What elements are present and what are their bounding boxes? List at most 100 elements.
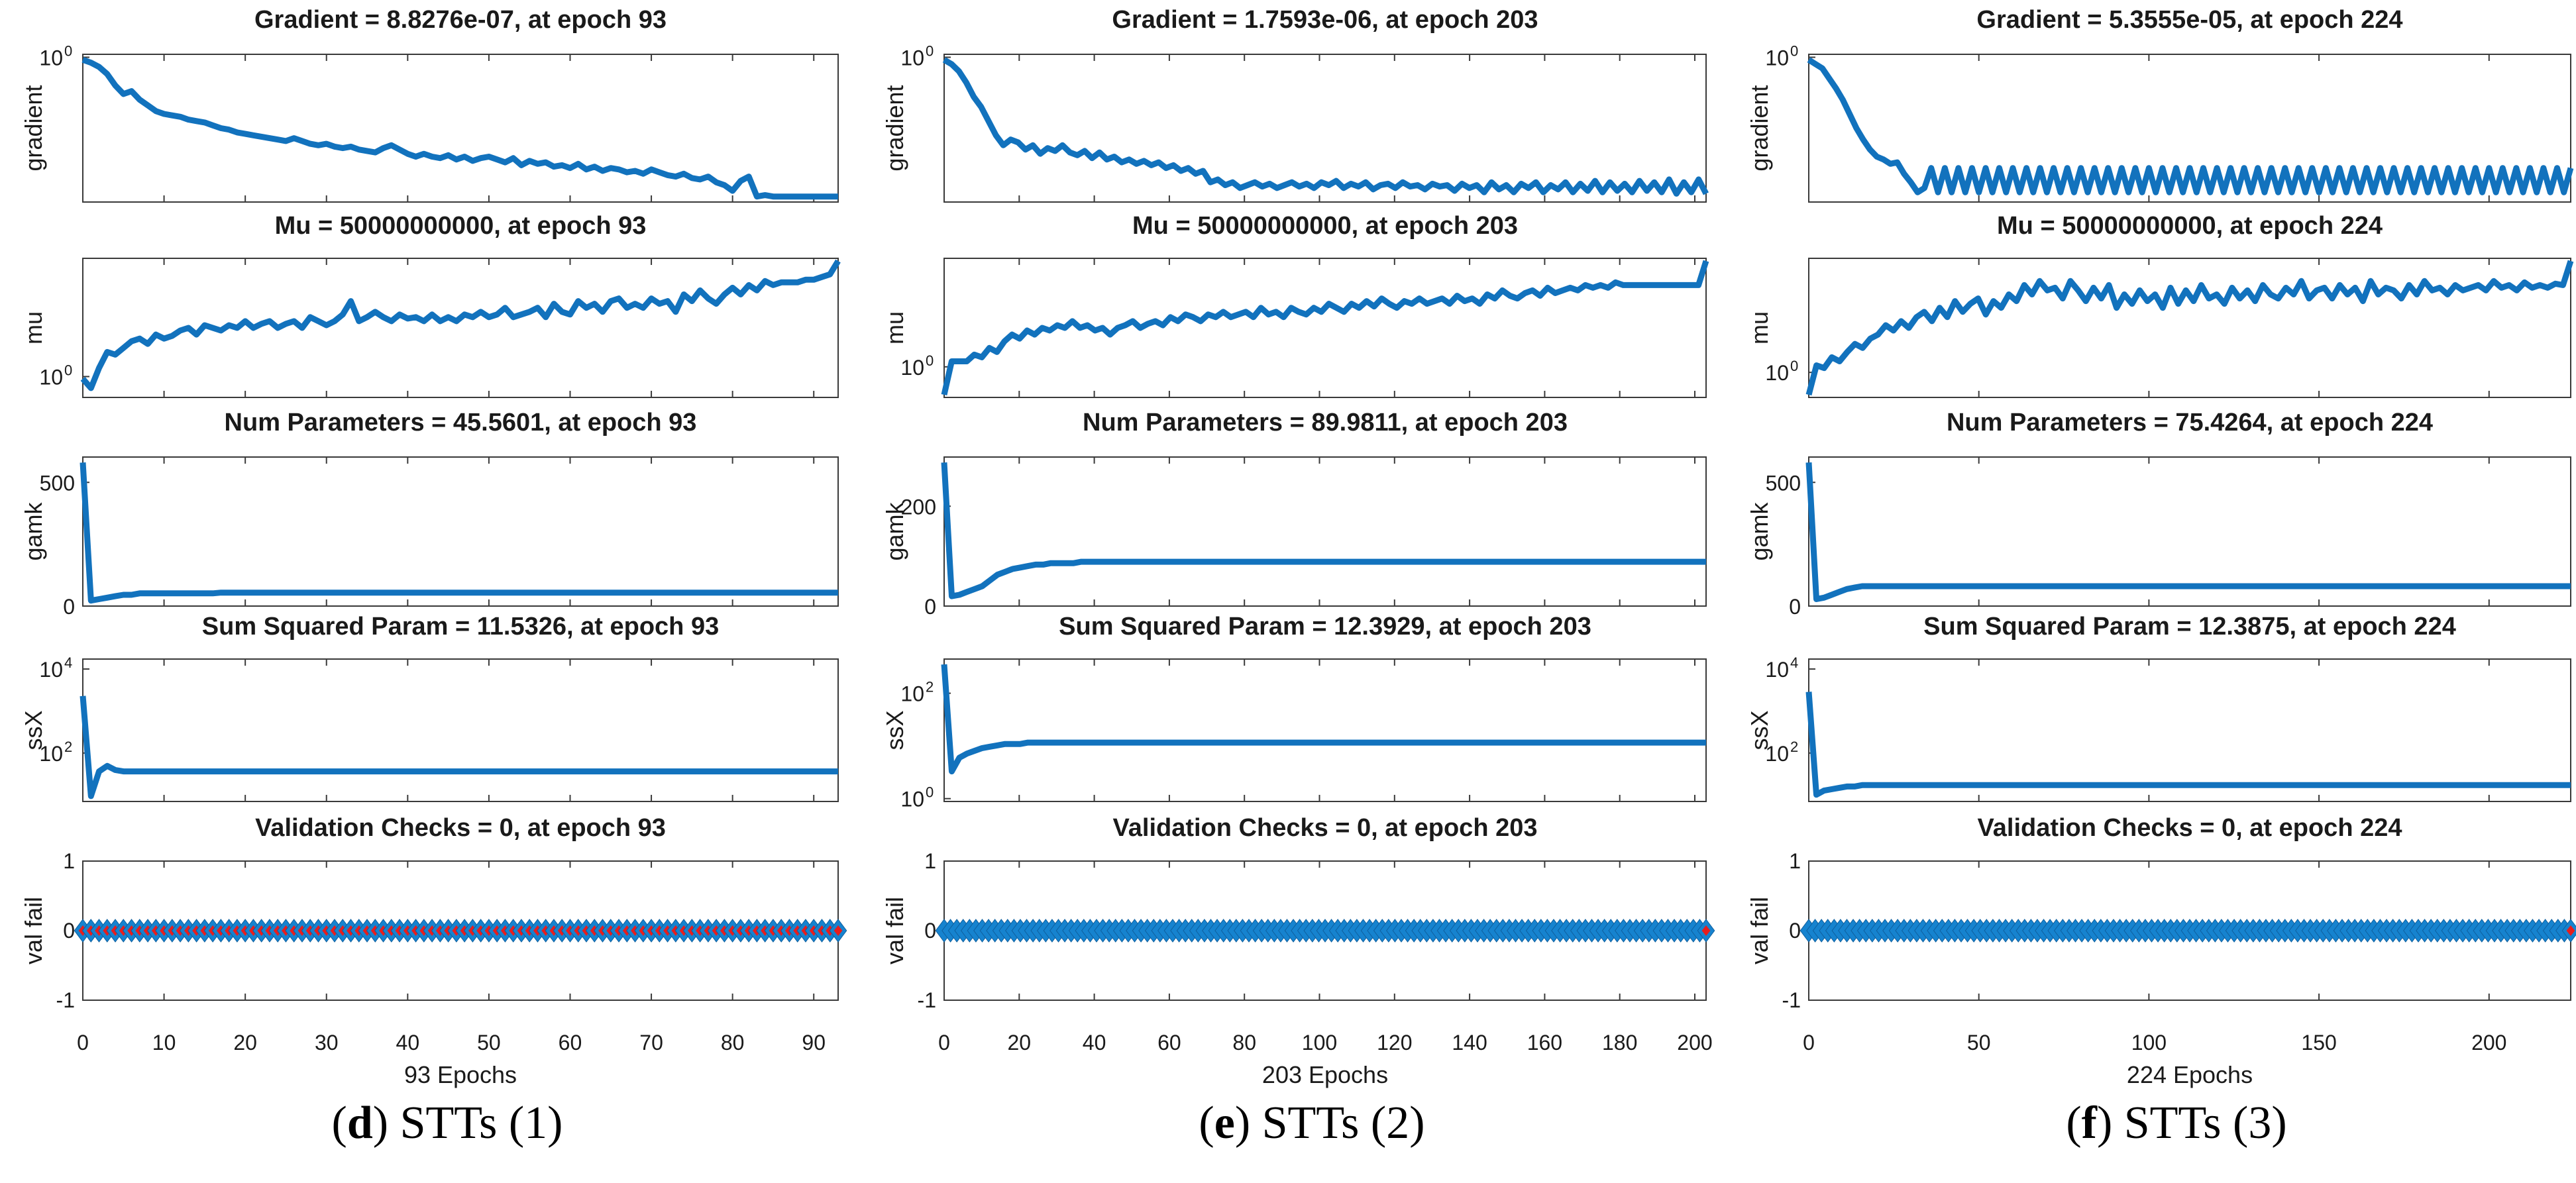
subfigure-caption: (e) STTs (2) <box>1199 1098 1424 1149</box>
mu-series <box>80 259 841 391</box>
panel-title: Num Parameters = 45.5601, at epoch 93 <box>225 409 697 437</box>
axes-box <box>943 258 1707 398</box>
axes-box <box>1808 54 2571 203</box>
axes-box <box>82 456 839 607</box>
panel-gradient-f: Gradient = 5.3555e-05, at epoch 224 gradi… <box>1746 6 2574 203</box>
y-tick-label: 0 <box>924 919 936 943</box>
figure-column-d: Gradient = 8.8276e-07, at epoch 93 gradie… <box>20 6 847 1149</box>
mu-series <box>941 260 1709 395</box>
panel-gradient-e: Gradient = 1.7593e-06, at epoch 203 gradi… <box>881 6 1709 203</box>
x-tick-label: 160 <box>1527 1031 1562 1054</box>
y-tick-label: 200 <box>901 495 936 519</box>
panel-title: Validation Checks = 0, at epoch 93 <box>255 814 666 842</box>
y-tick-label: 10 <box>39 46 63 70</box>
y-tick-label: 0 <box>1789 595 1801 619</box>
panel-val-d: Validation Checks = 0, at epoch 93 val fa… <box>20 814 847 1088</box>
x-axis-label: 224 Epochs <box>2127 1061 2253 1088</box>
x-tick-label: 80 <box>721 1031 745 1054</box>
x-tick-label: 60 <box>1157 1031 1181 1054</box>
y-tick-label: 10 <box>900 682 924 706</box>
y-axis-label: gradient <box>1746 85 1773 171</box>
y-tick-exponent: 0 <box>926 42 934 59</box>
y-tick-label: 500 <box>40 471 75 495</box>
gamk-series <box>1805 462 2571 602</box>
panel-gamk-d: Num Parameters = 45.5601, at epoch 93 gam… <box>20 409 839 619</box>
y-tick-label: 0 <box>63 595 75 619</box>
caption-letter: e <box>1214 1098 1235 1149</box>
subfigure-caption: (d) STTs (1) <box>332 1098 563 1149</box>
panel-title: Validation Checks = 0, at epoch 203 <box>1113 814 1538 842</box>
y-axis-label: gamk <box>881 501 908 560</box>
axes-box <box>82 54 839 203</box>
panel-mu-f: Mu = 50000000000, at epoch 224 mu 10 0 <box>1746 212 2574 398</box>
y-tick-label: 1 <box>63 849 75 873</box>
y-tick-exponent: 0 <box>64 362 72 379</box>
y-tick-label: 10 <box>1765 46 1789 70</box>
y-axis-label: ssX <box>1746 710 1773 750</box>
y-tick-label: 10 <box>39 658 63 682</box>
x-tick-label: 120 <box>1377 1031 1412 1054</box>
panel-title: Num Parameters = 89.9811, at epoch 203 <box>1083 409 1568 437</box>
caption-letter: f <box>2082 1098 2098 1149</box>
best-epoch-marker <box>1701 925 1711 936</box>
x-tick-label: 0 <box>938 1031 950 1054</box>
figure-column-e: Gradient = 1.7593e-06, at epoch 203 gradi… <box>881 6 1715 1149</box>
axes-box <box>943 54 1707 203</box>
caption-paren-close: ) <box>1235 1098 1250 1149</box>
x-tick-label: 200 <box>2471 1031 2506 1054</box>
y-tick-exponent: 4 <box>1790 654 1798 671</box>
x-tick-label: 180 <box>1602 1031 1637 1054</box>
subfigure-caption: (f) STTs (3) <box>2066 1098 2286 1149</box>
y-tick-exponent: 0 <box>926 352 934 369</box>
ssx-series <box>941 664 1706 775</box>
panel-title: Gradient = 5.3555e-05, at epoch 224 <box>1976 6 2402 34</box>
axes-box <box>1808 258 2571 398</box>
x-tick-label: 80 <box>1232 1031 1256 1054</box>
caption-text: STTs (2) <box>1250 1098 1424 1149</box>
x-tick-label: 150 <box>2301 1031 2336 1054</box>
y-axis-label: mu <box>20 311 47 344</box>
y-tick-label: 10 <box>1765 742 1789 766</box>
y-tick-exponent: 2 <box>1790 739 1798 755</box>
caption-text: STTs (1) <box>388 1098 563 1149</box>
panel-title: Sum Squared Param = 11.5326, at epoch 93 <box>202 613 719 641</box>
best-epoch-marker <box>833 925 843 936</box>
caption-letter: d <box>347 1098 373 1149</box>
gradient-series <box>942 57 1709 197</box>
y-tick-label: 10 <box>1765 658 1789 682</box>
panel-title: Mu = 50000000000, at epoch 203 <box>1132 212 1518 240</box>
axes-box <box>943 658 1707 802</box>
axes-box <box>1808 456 2571 607</box>
gamk-series <box>941 462 1706 599</box>
x-tick-label: 100 <box>2131 1031 2167 1054</box>
y-tick-label: 10 <box>39 366 63 389</box>
axes-box <box>82 258 839 398</box>
panel-title: Mu = 50000000000, at epoch 93 <box>275 212 647 240</box>
y-tick-exponent: 0 <box>926 784 934 801</box>
mu-series <box>1805 260 2574 396</box>
y-axis-label: val fail <box>20 897 47 964</box>
panel-mu-d: Mu = 50000000000, at epoch 93 mu 10 0 <box>20 212 841 398</box>
y-tick-label: 1 <box>924 849 936 873</box>
panel-title: Sum Squared Param = 12.3929, at epoch 20… <box>1059 613 1591 641</box>
y-tick-label: 10 <box>900 356 924 380</box>
panel-title: Validation Checks = 0, at epoch 224 <box>1978 814 2402 842</box>
x-tick-label: 40 <box>396 1031 420 1054</box>
y-tick-label: 0 <box>63 919 75 943</box>
x-tick-label: 30 <box>315 1031 339 1054</box>
y-axis-label: mu <box>881 311 908 344</box>
panel-gradient-d: Gradient = 8.8276e-07, at epoch 93 gradie… <box>20 6 839 203</box>
y-tick-label: 10 <box>1765 361 1789 385</box>
ssx-series <box>1805 692 2571 798</box>
y-axis-label: gamk <box>1746 501 1773 560</box>
panel-title: Mu = 50000000000, at epoch 224 <box>1997 212 2383 240</box>
y-tick-exponent: 4 <box>64 654 72 671</box>
y-tick-label: -1 <box>1782 988 1801 1012</box>
y-axis-label: val fail <box>881 897 908 964</box>
y-tick-label: 1 <box>1789 849 1801 873</box>
panel-val-f: Validation Checks = 0, at epoch 224 val f… <box>1746 814 2576 1088</box>
y-axis-label: gradient <box>20 85 47 171</box>
x-tick-label: 200 <box>1677 1031 1712 1054</box>
panel-title: Num Parameters = 75.4264, at epoch 224 <box>1947 409 2433 437</box>
ssx-series <box>80 695 838 799</box>
